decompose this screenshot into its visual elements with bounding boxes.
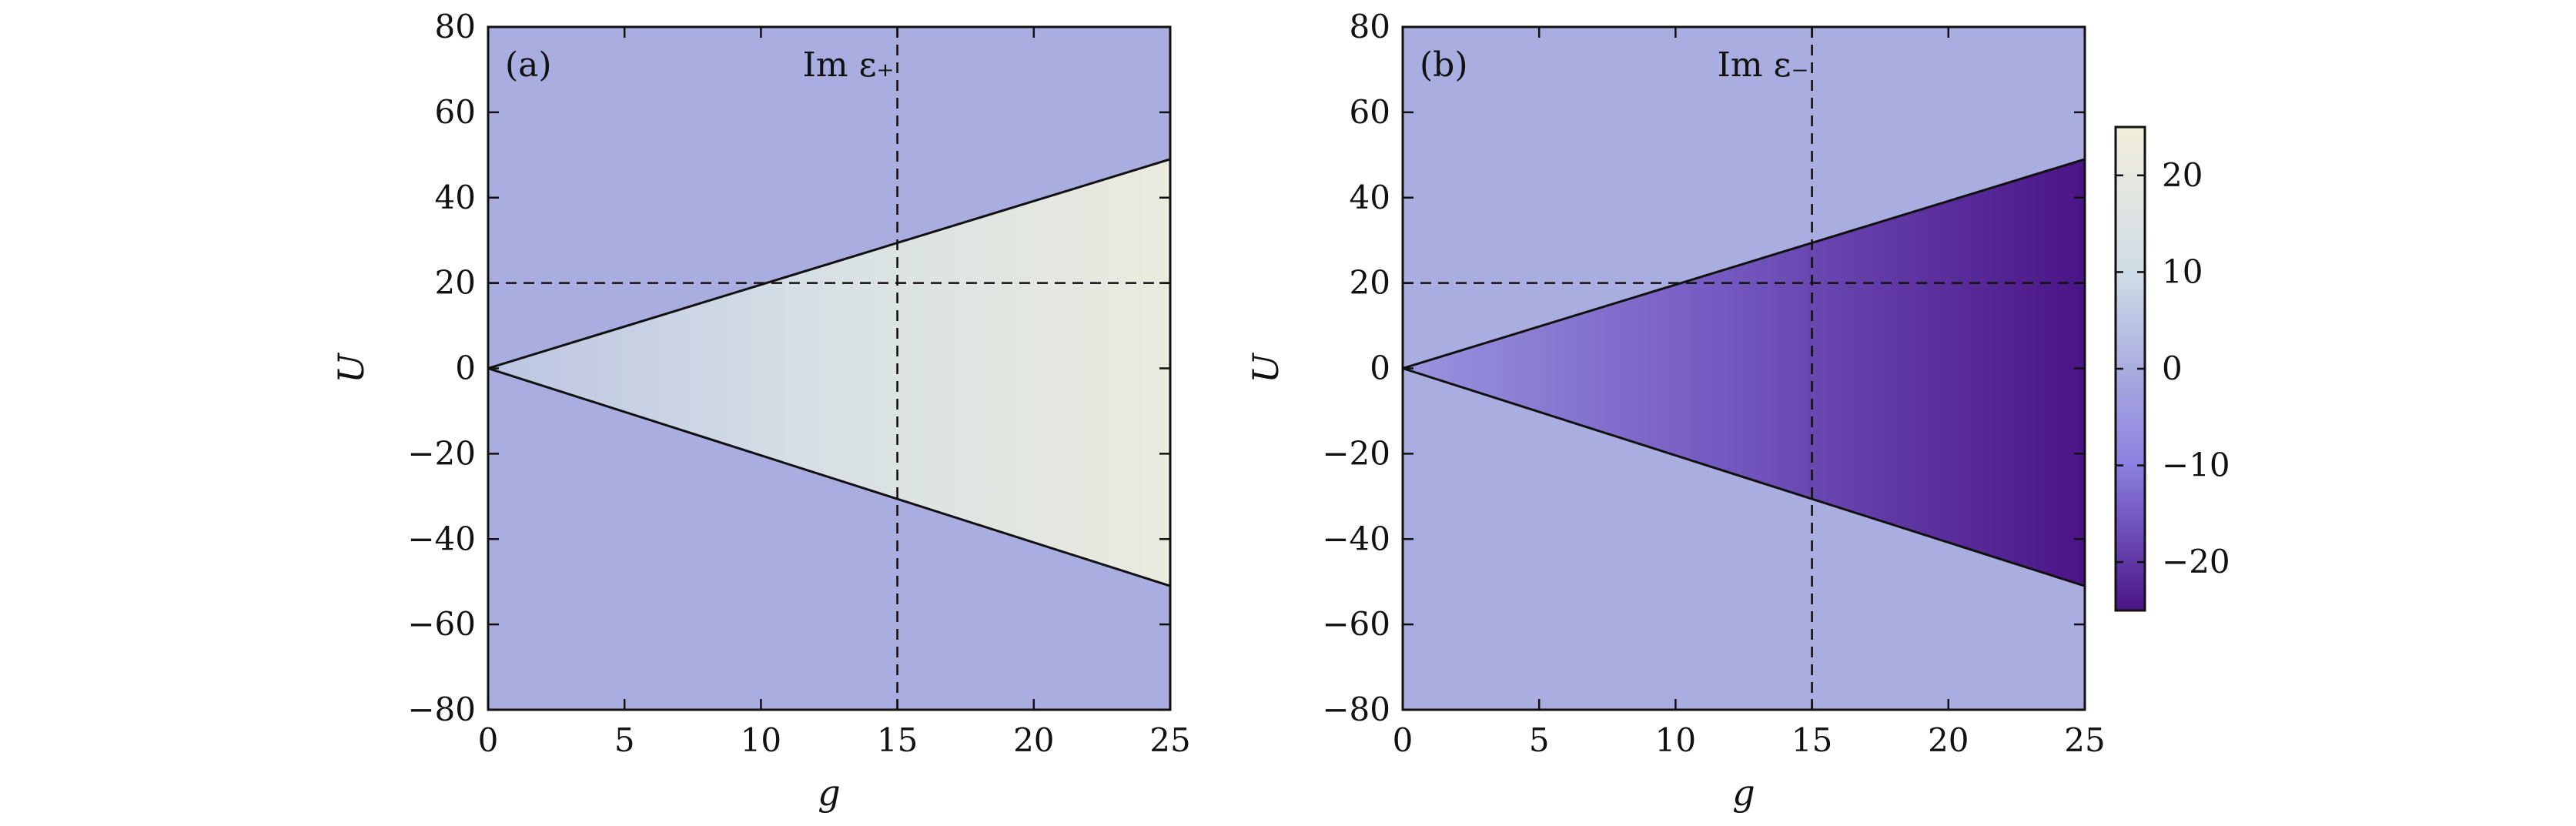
y-tick-label: 20 [435,264,476,302]
x-axis-ticks: 0 5 10 15 20 25 [478,27,1191,759]
y-tick-label: 40 [435,179,476,216]
x-tick-label: 10 [1655,721,1696,759]
y-tick-label: −20 [1322,434,1390,472]
y-tick-label: 60 [1350,93,1390,131]
y-tick-label: −20 [407,434,476,472]
y-axis-label: U [330,352,372,383]
y-tick-label: −60 [1322,605,1390,643]
y-tick-label: 80 [435,8,476,45]
heatmap-wedge-region [1403,159,2085,587]
panel-title: Im ε₊ [802,45,894,85]
x-tick-label: 20 [1013,721,1054,759]
x-axis-label: g [1732,772,1755,814]
colorbar-tick-label: 20 [2162,156,2203,194]
x-tick-label: 25 [2064,721,2105,759]
panel-title: Im ε₋ [1717,45,1808,85]
boundary-line-lower [1402,367,2086,587]
y-tick-label: 0 [1370,349,1390,387]
y-tick-label: 80 [1350,8,1390,45]
panel-label: (a) [505,45,552,85]
y-tick-label: −80 [407,691,476,728]
y-tick-label: −40 [1322,520,1390,557]
y-tick-label: 20 [1350,264,1390,302]
y-tick-label: −40 [407,520,476,557]
y-axis-ticks: −80 −60 −40 −20 0 20 40 60 80 [1322,8,2085,728]
colorbar-tick-label: 0 [2162,349,2183,387]
colorbar-tick-label: −20 [2162,543,2230,580]
x-axis-label: g [818,772,840,814]
x-axis-ticks: 0 5 10 15 20 25 [1393,27,2106,759]
x-tick-label: 15 [877,721,918,759]
y-tick-label: 40 [1350,179,1390,216]
y-tick-label: −80 [1322,691,1390,728]
y-axis-label: U [1245,352,1286,383]
x-tick-label: 20 [1928,721,1969,759]
y-tick-label: 60 [435,93,476,131]
x-tick-label: 5 [1529,721,1550,759]
boundary-line-lower [487,367,1171,587]
colorbar: 20 10 0 −10 −20 [2114,125,2230,612]
x-tick-label: 10 [741,721,781,759]
y-axis-ticks: −80 −60 −40 −20 0 20 40 60 80 [407,8,1170,728]
heatmap-wedge-region [488,159,1170,587]
x-tick-label: 0 [478,721,499,759]
y-tick-label: −60 [407,605,476,643]
colorbar-tick-label: 10 [2162,252,2203,290]
boundary-line-upper [487,158,1171,370]
colorbar-tick-label: −10 [2162,446,2230,484]
heatmap-panel-b: 0 5 10 15 20 25 −80 −60 −40 −20 0 20 40 60 80 (b) Im … [1245,8,2106,814]
boundary-line-upper [1402,158,2086,370]
heatmap-panel-a: 0 5 10 15 20 25 −80 −60 −40 −20 0 20 40 60 80 (a) Im … [330,8,1191,814]
y-tick-label: 0 [455,349,476,387]
colorbar-ticks: 20 10 0 −10 −20 [2116,156,2230,580]
x-tick-label: 25 [1149,721,1190,759]
x-tick-label: 0 [1393,721,1413,759]
x-tick-label: 5 [614,721,635,759]
x-tick-label: 15 [1791,721,1832,759]
panel-label: (b) [1420,45,1468,85]
